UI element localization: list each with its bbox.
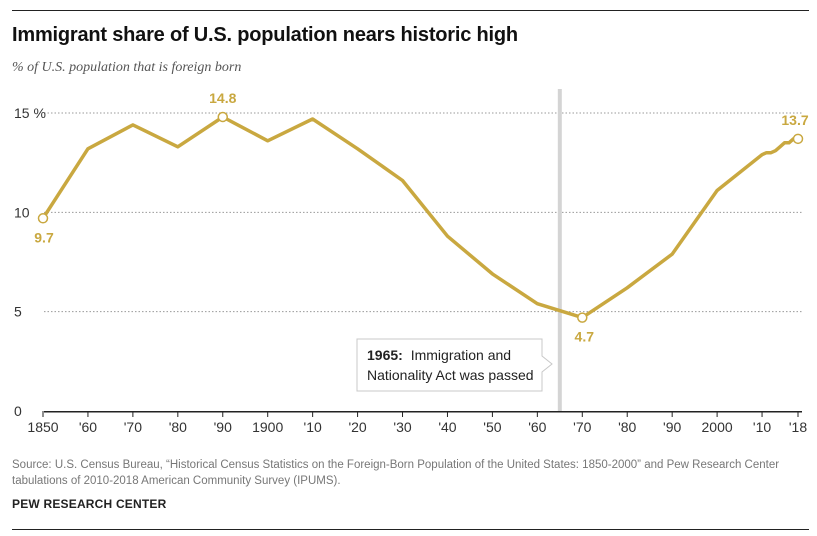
line-chart: 0 5 10 15 % 1850 '60 '70 '80 '90 1900 '10 '20 '30 '4… <box>14 89 809 435</box>
top-rule <box>12 10 809 11</box>
annotation-text-line2: Nationality Act was passed <box>367 367 534 383</box>
x-tick-label: '70 <box>573 419 591 435</box>
bottom-rule <box>12 529 809 530</box>
x-tick-label: '80 <box>169 419 187 435</box>
x-tick-label: 1850 <box>27 419 58 435</box>
data-labels: 9.7 14.8 4.7 13.7 <box>34 90 809 345</box>
data-point-marker <box>792 133 804 145</box>
x-tick-label: '10 <box>753 419 771 435</box>
x-tick-label: '18 <box>789 419 807 435</box>
data-label: 13.7 <box>781 112 808 128</box>
data-label: 4.7 <box>575 329 595 345</box>
x-axis-ticks: 1850 '60 '70 '80 '90 1900 '10 '20 '30 '40 '50 '60 '7… <box>27 411 807 435</box>
x-tick-label: 2000 <box>702 419 733 435</box>
y-tick-label: 5 <box>14 304 22 320</box>
x-tick-label: '90 <box>214 419 232 435</box>
annotation-box <box>356 338 553 392</box>
x-tick-label: '50 <box>483 419 501 435</box>
x-tick-label: '10 <box>304 419 322 435</box>
y-axis-ticks: 0 5 10 15 % <box>14 105 46 419</box>
chart-title: Immigrant share of U.S. population nears… <box>12 24 518 46</box>
annotation-text-line1: Immigration and <box>411 347 511 363</box>
x-tick-label: '30 <box>393 419 411 435</box>
x-tick-label: '60 <box>79 419 97 435</box>
annotation-year: 1965: <box>367 347 403 363</box>
credit-line: PEW RESEARCH CENTER <box>12 497 167 511</box>
x-tick-label: '90 <box>663 419 681 435</box>
x-axis-line <box>44 411 802 413</box>
x-tick-label: 1900 <box>252 419 283 435</box>
svg-text:1965: Immigration and: 1965: Immigration and <box>367 347 511 363</box>
x-tick-label: '60 <box>528 419 546 435</box>
data-point-marker <box>577 312 588 323</box>
chart-subtitle: % of U.S. population that is foreign bor… <box>12 60 242 75</box>
x-tick-label: '20 <box>348 419 366 435</box>
annotation-callout: 1965: Immigration and Nationality Act wa… <box>356 338 553 392</box>
y-tick-label: 10 <box>14 204 30 220</box>
x-tick-label: '70 <box>124 419 142 435</box>
y-tick-label: 15 % <box>14 105 46 121</box>
source-note: Source: U.S. Census Bureau, “Historical … <box>12 459 780 487</box>
data-label: 14.8 <box>209 90 236 106</box>
y-tick-label: 0 <box>14 403 22 419</box>
series-line-foreign-born <box>41 115 800 320</box>
data-point-marker <box>217 111 229 123</box>
data-point-marker <box>37 213 49 224</box>
x-tick-label: '80 <box>618 419 636 435</box>
gridlines <box>44 112 802 313</box>
data-label: 9.7 <box>34 229 54 245</box>
x-tick-label: '40 <box>438 419 456 435</box>
